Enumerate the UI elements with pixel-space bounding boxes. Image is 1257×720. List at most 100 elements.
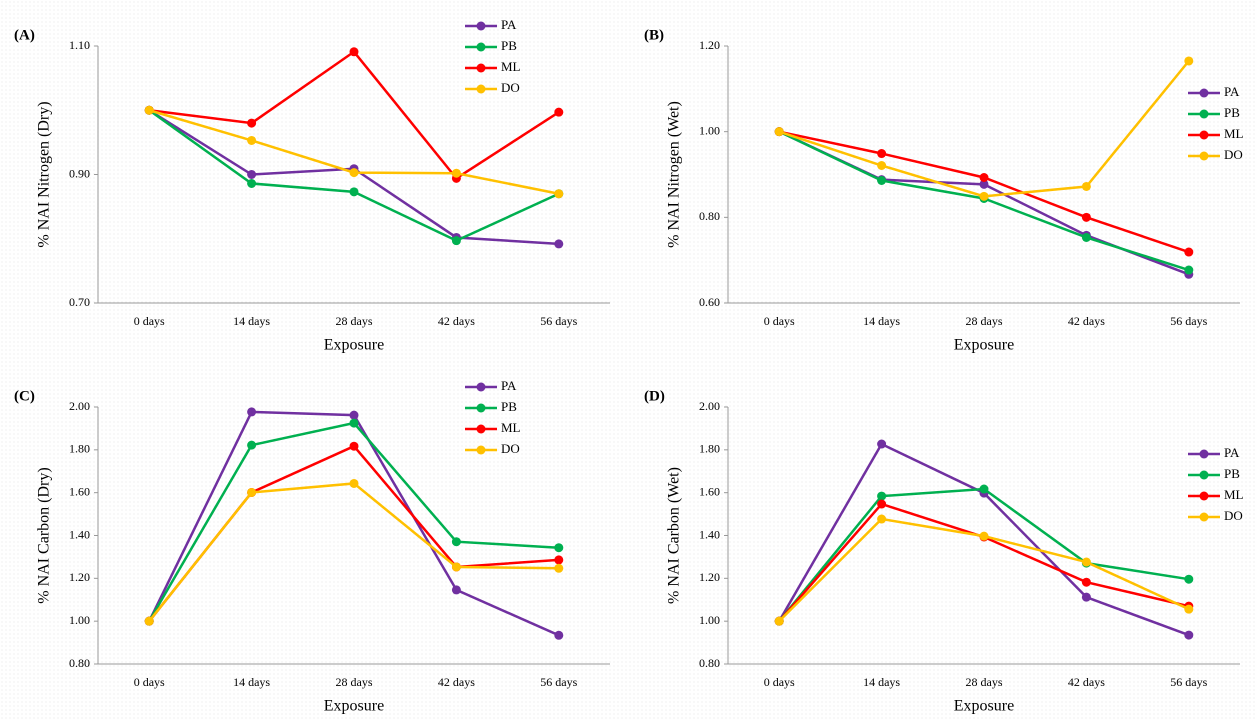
point xyxy=(554,239,564,249)
x-tick-label: 42 days xyxy=(1068,675,1105,689)
point xyxy=(774,127,784,137)
legend-marker xyxy=(1199,151,1209,161)
point xyxy=(1081,592,1091,602)
x-tick-label: 28 days xyxy=(966,314,1003,328)
point xyxy=(247,135,257,145)
x-tick-label: 42 days xyxy=(438,675,475,689)
point xyxy=(1081,232,1091,242)
x-tick-label: 56 days xyxy=(540,675,577,689)
point xyxy=(349,187,359,197)
y-tick-label: 1.00 xyxy=(699,123,720,137)
point xyxy=(349,441,359,451)
x-tick-label: 0 days xyxy=(764,675,795,689)
point xyxy=(554,543,564,553)
x-tick-label: 0 days xyxy=(134,675,165,689)
point xyxy=(979,172,989,182)
x-tick-label: 56 days xyxy=(540,314,577,328)
x-tick-label: 14 days xyxy=(863,675,900,689)
x-tick-label: 42 days xyxy=(1068,314,1105,328)
legend-label: PA xyxy=(1224,445,1240,460)
panel-label: (B) xyxy=(644,27,664,43)
y-tick-label: 2.00 xyxy=(699,399,720,413)
point xyxy=(1184,574,1194,584)
legend-label: ML xyxy=(1224,126,1244,141)
series-line xyxy=(148,444,559,622)
x-axis-title: Exposure xyxy=(954,698,1014,715)
x-tick-label: 0 days xyxy=(134,314,165,328)
legend-label: DO xyxy=(501,80,520,95)
x-tick-label: 28 days xyxy=(966,675,1003,689)
point xyxy=(1081,577,1091,587)
point xyxy=(247,407,257,417)
legend-label: ML xyxy=(501,59,521,74)
legend-marker xyxy=(476,84,486,94)
point xyxy=(349,168,359,178)
legend-label: DO xyxy=(1224,508,1243,523)
y-axis-title: % NAI Nitrogen (Wet) xyxy=(666,101,683,248)
x-tick-label: 14 days xyxy=(233,314,270,328)
x-tick-label: 56 days xyxy=(1170,314,1207,328)
legend-marker xyxy=(476,42,486,52)
y-tick-label: 0.80 xyxy=(699,656,720,670)
point xyxy=(979,531,989,541)
legend-label: PB xyxy=(501,399,517,414)
point xyxy=(451,562,461,572)
point xyxy=(774,616,784,626)
point xyxy=(451,537,461,547)
point xyxy=(877,149,887,159)
point xyxy=(1184,265,1194,275)
panel: 0.70 0.90 1.10 0 days 14 days 28 days 42 days 5… xyxy=(14,17,610,354)
legend-label: ML xyxy=(1224,487,1244,502)
legend-label: PB xyxy=(501,38,517,53)
point xyxy=(247,440,257,450)
legend-marker xyxy=(1199,449,1209,459)
point xyxy=(877,175,887,185)
legend-marker xyxy=(476,403,486,413)
y-tick-label: 1.00 xyxy=(69,613,90,627)
point xyxy=(247,170,257,179)
y-tick-label: 1.80 xyxy=(699,442,720,456)
point xyxy=(349,418,359,428)
point xyxy=(1184,56,1194,66)
point xyxy=(979,484,989,494)
point xyxy=(554,630,564,640)
point xyxy=(247,487,257,497)
series-line xyxy=(778,502,1190,622)
legend-marker xyxy=(476,424,486,434)
point xyxy=(979,179,989,189)
y-tick-label: 1.40 xyxy=(69,527,90,541)
y-tick-label: 1.40 xyxy=(699,527,720,541)
point xyxy=(877,499,887,509)
series-line xyxy=(148,421,559,622)
point xyxy=(979,191,989,201)
y-tick-label: 0.90 xyxy=(69,166,90,180)
legend-label: PA xyxy=(501,17,517,32)
point xyxy=(144,105,154,115)
x-tick-label: 28 days xyxy=(336,314,373,328)
y-tick-label: 1.20 xyxy=(699,570,720,584)
y-tick-label: 1.80 xyxy=(69,442,90,456)
y-tick-label: 2.00 xyxy=(69,399,90,413)
panel: 0.80 1.00 1.20 1.40 1.60 1.80 2.00 0 days 14 day… xyxy=(644,388,1244,714)
legend-marker xyxy=(1199,470,1209,480)
legend-label: PA xyxy=(1224,84,1240,99)
panel-label: (C) xyxy=(14,388,35,404)
legend-marker xyxy=(1199,130,1209,140)
y-tick-label: 0.80 xyxy=(699,209,720,223)
point xyxy=(349,410,359,420)
y-tick-label: 1.60 xyxy=(69,484,90,498)
y-tick-label: 1.20 xyxy=(699,38,720,52)
point xyxy=(877,491,887,501)
legend-label: DO xyxy=(501,441,520,456)
y-axis-title: % NAI Carbon (Dry) xyxy=(36,467,53,603)
x-tick-label: 14 days xyxy=(863,314,900,328)
panel-label: (D) xyxy=(644,388,665,404)
point xyxy=(554,555,564,565)
legend-marker xyxy=(1199,491,1209,501)
y-axis-title: % NAI Carbon (Wet) xyxy=(666,467,683,604)
legend-marker xyxy=(1199,512,1209,522)
point xyxy=(1184,247,1194,257)
panel: 0.80 1.00 1.20 1.40 1.60 1.80 2.00 0 days 14 day… xyxy=(14,378,610,715)
legend-marker xyxy=(1199,88,1209,98)
